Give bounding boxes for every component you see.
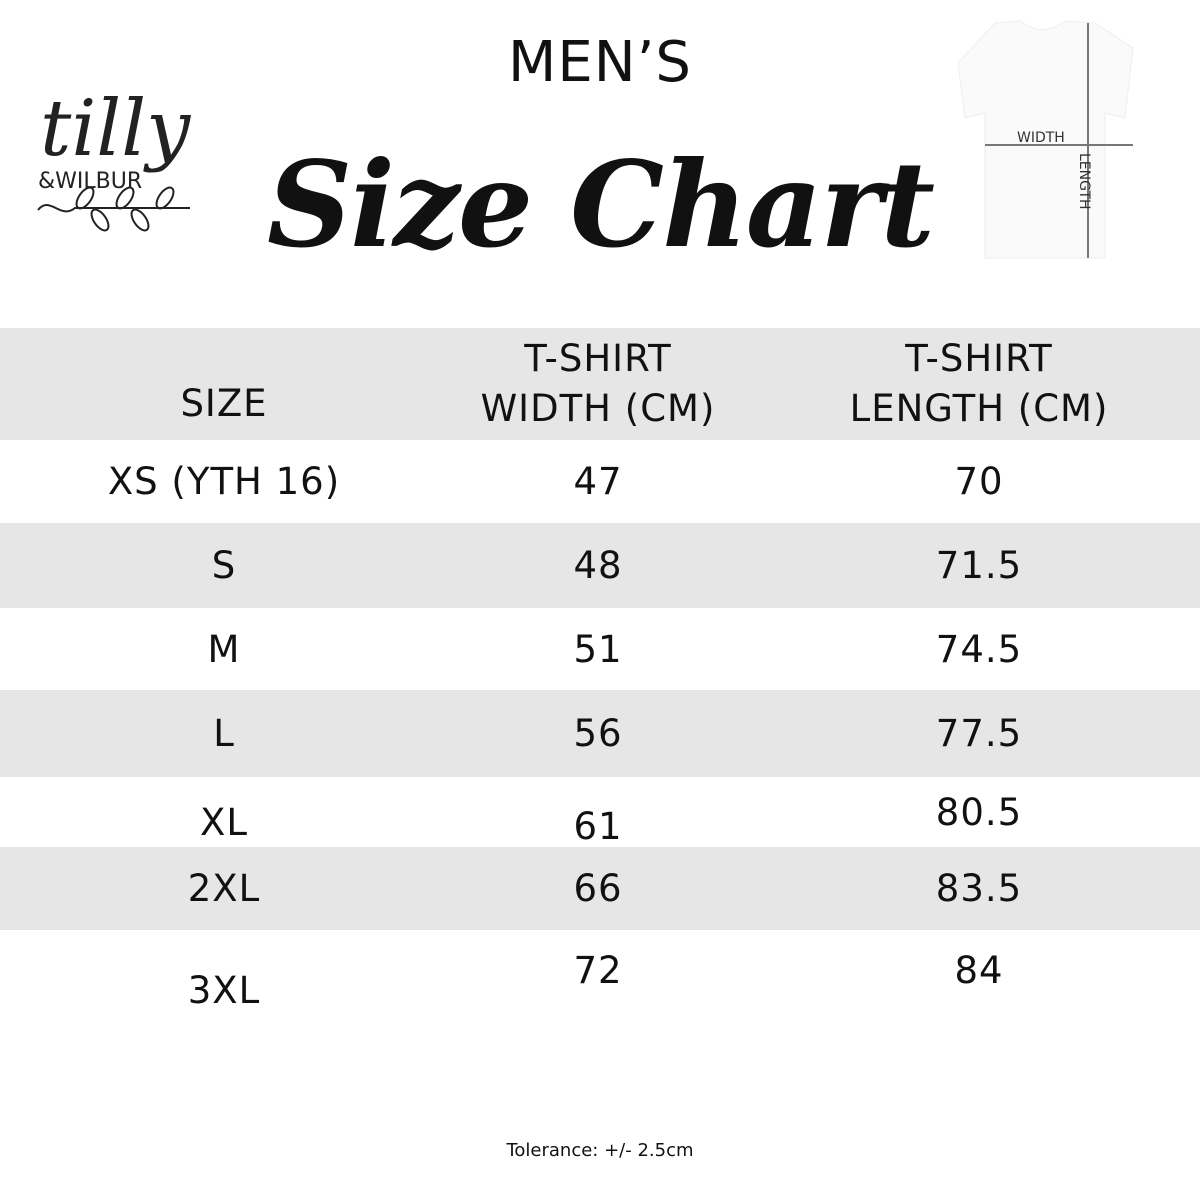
size-cell: XL xyxy=(200,800,248,844)
width-cell: 47 xyxy=(573,460,623,503)
size-cell: 2XL xyxy=(187,867,261,910)
table-row: L 56 77.5 xyxy=(0,690,1200,777)
tolerance-note: Tolerance: +/- 2.5cm xyxy=(506,1140,694,1161)
svg-text:tilly: tilly xyxy=(40,84,191,174)
length-cell: 70 xyxy=(954,460,1004,503)
length-cell: 83.5 xyxy=(935,867,1023,910)
size-cell: XS (YTH 16) xyxy=(107,460,341,503)
width-label: WIDTH xyxy=(1017,130,1065,146)
length-cell: 80.5 xyxy=(935,790,1023,834)
width-cell: 66 xyxy=(573,867,623,910)
header-length: T-SHIRT LENGTH (CM) xyxy=(849,337,1109,430)
length-cell: 84 xyxy=(954,948,1004,992)
size-cell: M xyxy=(207,627,241,671)
table-row: XS (YTH 16) 47 70 xyxy=(0,440,1200,523)
table-row: 3XL 72 84 xyxy=(0,930,1200,1012)
table-row: XL 61 80.5 xyxy=(0,777,1200,848)
subtitle: MEN’S xyxy=(508,30,692,95)
size-cell: S xyxy=(211,544,237,587)
size-table: SIZE T-SHIRT WIDTH (CM) T-SHIRT LENGTH (… xyxy=(0,328,1200,1012)
width-cell: 56 xyxy=(573,712,623,755)
tshirt-diagram: WIDTH LENGTH xyxy=(955,18,1165,263)
table-header: SIZE T-SHIRT WIDTH (CM) T-SHIRT LENGTH (… xyxy=(0,328,1200,440)
width-cell: 72 xyxy=(573,948,623,992)
width-cell: 48 xyxy=(573,544,623,587)
table-row: 2XL 66 83.5 xyxy=(0,847,1200,930)
table-row: M 51 74.5 xyxy=(0,608,1200,690)
header-width: T-SHIRT WIDTH (CM) xyxy=(480,337,716,430)
brand-logo: tilly &WILBUR xyxy=(30,60,200,240)
size-cell: 3XL xyxy=(187,968,261,1012)
width-cell: 61 xyxy=(573,804,623,848)
page-title: Size Chart xyxy=(266,135,935,274)
width-cell: 51 xyxy=(573,627,623,671)
header-size: SIZE xyxy=(180,382,268,425)
length-cell: 77.5 xyxy=(935,712,1023,755)
size-cell: L xyxy=(213,712,235,755)
table-row: S 48 71.5 xyxy=(0,523,1200,608)
length-label: LENGTH xyxy=(1076,153,1092,210)
length-cell: 74.5 xyxy=(935,627,1023,671)
length-cell: 71.5 xyxy=(935,544,1023,587)
